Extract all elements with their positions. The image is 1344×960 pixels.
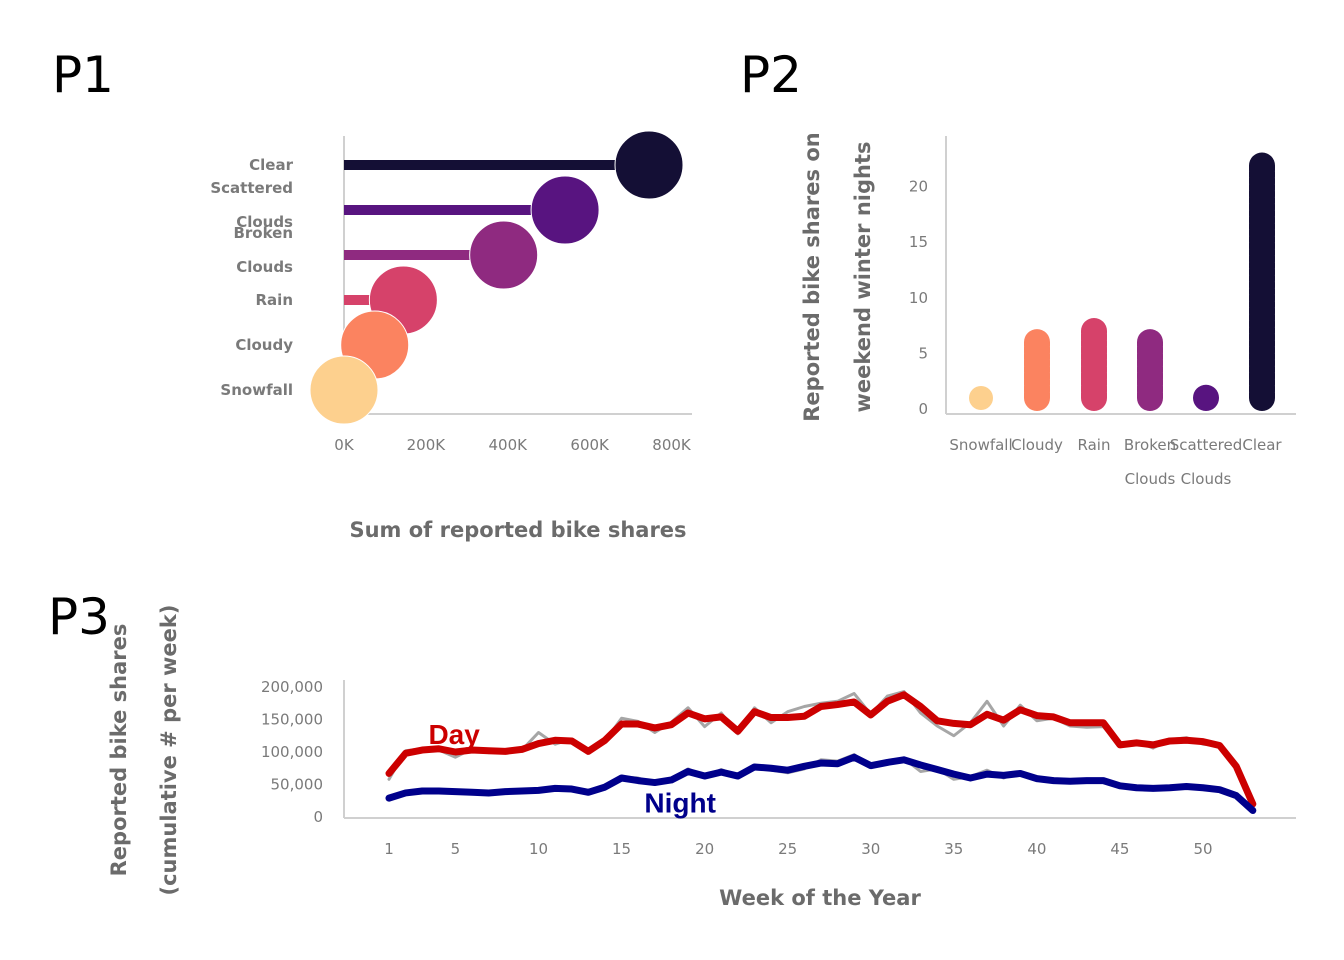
p3-x-tick-label: 10 bbox=[529, 840, 548, 858]
p3-series-line-night bbox=[385, 753, 1257, 814]
p3-y-tick-label: 150,000 bbox=[261, 711, 323, 729]
p3-y-tick-label: 200,000 bbox=[261, 678, 323, 696]
p1-dot-scattered-clouds bbox=[530, 175, 600, 245]
p1-category-label: Clear bbox=[249, 156, 293, 174]
p1-x-tick-label: 600K bbox=[570, 436, 610, 454]
p2-x-tick-label: Clear bbox=[1242, 436, 1282, 454]
p3-y-axis-title: Reported bike shares bbox=[107, 624, 131, 877]
p2-x-tick-label: Cloudy bbox=[1011, 436, 1063, 454]
p2-y-tick-label: 10 bbox=[909, 289, 928, 307]
p2-y-tick-label: 5 bbox=[918, 344, 928, 362]
p2-x-tick-label: Broken bbox=[1124, 436, 1176, 454]
p3-x-tick-label: 5 bbox=[451, 840, 461, 858]
p3-x-tick-label: 1 bbox=[384, 840, 394, 858]
panel-label-p1: P1 bbox=[52, 46, 114, 104]
p2-y-axis-title: Reported bike shares on bbox=[800, 132, 824, 421]
p1-x-tick-label: 200K bbox=[407, 436, 447, 454]
p2-x-tick-label: Scattered bbox=[1170, 436, 1243, 454]
p1-dot-clear bbox=[614, 130, 684, 200]
p3-y-axis-title: (cumulative # per week) bbox=[157, 605, 181, 896]
p1-category-label: Clouds bbox=[236, 213, 293, 231]
p3-x-tick-label: 30 bbox=[861, 840, 880, 858]
p1-x-tick-label: 400K bbox=[489, 436, 529, 454]
p2-x-tick-label: Clouds bbox=[1181, 470, 1232, 488]
p3-y-tick-label: 100,000 bbox=[261, 743, 323, 761]
p3-y-tick-label: 0 bbox=[313, 808, 323, 826]
p3-y-tick-label: 50,000 bbox=[271, 776, 324, 794]
p1-x-tick-label: 0K bbox=[334, 436, 355, 454]
p2-x-tick-label: Clouds bbox=[1125, 470, 1176, 488]
p1-x-tick-label: 800K bbox=[652, 436, 692, 454]
p1-x-axis-title: Sum of reported bike shares bbox=[349, 518, 686, 542]
p2-dot-snowfall bbox=[969, 386, 993, 410]
p1-dot-broken-clouds bbox=[469, 220, 539, 290]
p3-x-tick-label: 15 bbox=[612, 840, 631, 858]
p2-y-tick-label: 0 bbox=[918, 400, 928, 418]
panel-label-p2: P2 bbox=[740, 46, 802, 104]
p3-x-tick-label: 25 bbox=[778, 840, 797, 858]
p2-y-tick-label: 15 bbox=[909, 233, 928, 251]
p2-x-tick-label: Rain bbox=[1078, 436, 1111, 454]
p3-x-tick-label: 45 bbox=[1110, 840, 1129, 858]
p3-annotation-day: Day bbox=[428, 719, 480, 750]
p3-x-tick-label: 20 bbox=[695, 840, 714, 858]
p1-category-label: Cloudy bbox=[235, 336, 293, 354]
p1-category-label: Snowfall bbox=[220, 381, 293, 399]
p3-x-tick-label: 40 bbox=[1027, 840, 1046, 858]
p1-dot-snowfall bbox=[309, 355, 379, 425]
p2-x-tick-label: Snowfall bbox=[949, 436, 1012, 454]
p3-annotation-night: Night bbox=[644, 788, 716, 819]
p1-category-label: Scattered bbox=[210, 179, 293, 197]
p2-y-axis-title: weekend winter nights bbox=[851, 142, 875, 413]
p3-x-tick-label: 35 bbox=[944, 840, 963, 858]
p1-category-label: Broken bbox=[233, 224, 293, 242]
p1-category-label: Rain bbox=[256, 291, 294, 309]
p1-lollipop-chart: ClearScatteredCloudsBrokenCloudsRainClou… bbox=[210, 130, 692, 542]
p1-category-label: Clouds bbox=[236, 258, 293, 276]
panel-label-p3: P3 bbox=[48, 588, 110, 646]
p2-y-tick-label: 20 bbox=[909, 178, 928, 196]
p3-series-line-day bbox=[385, 691, 1257, 808]
p3-x-axis-title: Week of the Year bbox=[719, 886, 921, 910]
p3-x-tick-label: 50 bbox=[1193, 840, 1212, 858]
